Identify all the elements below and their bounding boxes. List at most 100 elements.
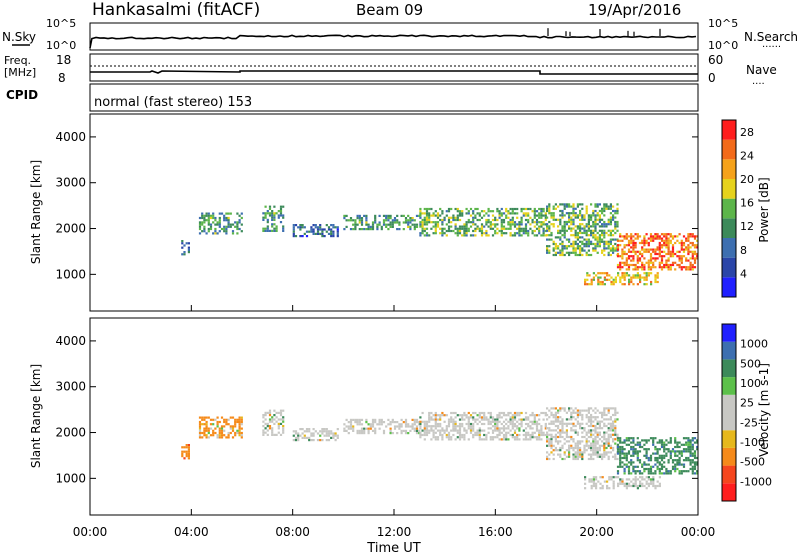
- echo-cell: [494, 229, 497, 233]
- echo-cell: [538, 216, 541, 219]
- echo-cell: [396, 214, 399, 217]
- echo-cell: [487, 214, 490, 217]
- echo-cell: [262, 429, 265, 432]
- echo-cell: [365, 418, 368, 421]
- echo-cell: [494, 232, 497, 235]
- echo-cell: [658, 472, 661, 475]
- echo-cell: [407, 425, 410, 428]
- echo-cell: [570, 407, 573, 410]
- echo-cell: [271, 418, 274, 421]
- echo-cell: [665, 443, 668, 446]
- echo-cell: [585, 440, 588, 443]
- echo-cell: [687, 437, 690, 440]
- echo-cell: [674, 268, 677, 271]
- echo-cell: [563, 431, 566, 434]
- echo-cell: [447, 229, 451, 233]
- echo-cell: [585, 229, 588, 232]
- echo-cell: [271, 214, 274, 217]
- echo-cell: [485, 221, 488, 224]
- echo-cell: [645, 454, 648, 457]
- echo-cell: [520, 411, 523, 415]
- echo-cell: [574, 444, 577, 447]
- echo-cell: [474, 420, 477, 423]
- echo-cell: [465, 416, 468, 419]
- echo-cell: [415, 429, 419, 432]
- echo-cell: [509, 416, 512, 419]
- echo-cell: [663, 241, 666, 245]
- echo-cell: [485, 212, 488, 215]
- echo-cell: [436, 429, 440, 432]
- echo-cell: [669, 250, 672, 253]
- echo-cell: [682, 448, 686, 451]
- echo-cell: [282, 416, 285, 419]
- echo-cell: [297, 439, 300, 442]
- echo-cell: [557, 225, 560, 228]
- echo-cell: [630, 278, 633, 281]
- echo-cell: [563, 203, 566, 206]
- echo-cell: [693, 441, 697, 444]
- echo-cell: [554, 247, 557, 250]
- echo-cell: [603, 205, 606, 208]
- echo-cell: [476, 212, 479, 215]
- echo-cell: [682, 443, 686, 446]
- echo-cell: [374, 219, 377, 222]
- echo-cell: [676, 454, 679, 457]
- echo-cell: [544, 414, 547, 417]
- echo-cell: [691, 467, 694, 471]
- echo-cell: [323, 434, 326, 437]
- echo-cell: [652, 263, 655, 267]
- echo-cell: [316, 226, 320, 229]
- echo-cell: [634, 268, 637, 271]
- echo-cell: [345, 418, 348, 421]
- echo-cell: [485, 232, 488, 235]
- echo-cell: [524, 427, 528, 430]
- echo-region: [343, 418, 421, 435]
- echo-cell: [450, 418, 453, 421]
- echo-cell: [336, 226, 339, 229]
- echo-cell: [598, 218, 601, 221]
- echo-cell: [443, 431, 446, 434]
- echo-cell: [691, 470, 694, 473]
- echo-cell: [596, 238, 599, 241]
- echo-cell: [654, 274, 657, 277]
- echo-cell: [535, 438, 539, 441]
- echo-cell: [292, 230, 295, 233]
- echo-cell: [513, 436, 517, 439]
- echo-cell: [458, 214, 462, 217]
- echo-cell: [598, 203, 601, 206]
- echo-cell: [535, 425, 539, 428]
- echo-cell: [443, 232, 446, 235]
- echo-cell: [561, 249, 564, 252]
- echo-cell: [367, 432, 370, 435]
- echo-cell: [402, 214, 405, 217]
- echo-cell: [647, 237, 650, 240]
- echo-cell: [507, 425, 510, 428]
- echo-cell: [376, 223, 379, 226]
- echo-cell: [183, 253, 186, 256]
- echo-cell: [572, 240, 575, 243]
- echo-cell: [616, 255, 620, 258]
- echo-cell: [614, 453, 617, 456]
- echo-cell: [450, 438, 453, 441]
- echo-cell: [693, 257, 697, 260]
- echo-cell: [275, 212, 278, 215]
- echo-cell: [327, 439, 331, 442]
- echo-cell: [552, 225, 555, 228]
- echo-cell: [643, 266, 646, 269]
- echo-cell: [654, 257, 657, 260]
- echo-cell: [572, 251, 575, 254]
- echo-cell: [619, 268, 622, 271]
- echo-cell: [585, 251, 588, 254]
- time-axis-title: Time UT: [366, 541, 420, 554]
- echo-cell: [636, 266, 639, 269]
- echo-cell: [434, 431, 437, 434]
- echo-cell: [676, 250, 679, 253]
- echo-cell: [518, 411, 521, 415]
- echo-cell: [630, 276, 633, 279]
- y-tick-label: 2000: [55, 222, 86, 236]
- echo-cell: [592, 231, 595, 235]
- echo-cell: [609, 416, 612, 419]
- echo-cell: [674, 465, 677, 468]
